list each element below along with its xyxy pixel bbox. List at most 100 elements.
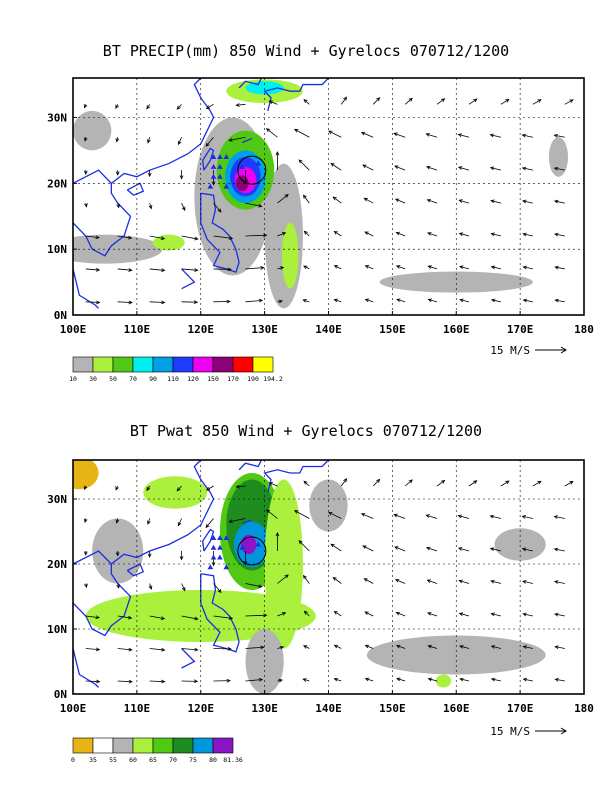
- wind-vector-head: [490, 579, 495, 584]
- wind-vector: [394, 546, 406, 552]
- wind-vector: [277, 612, 286, 617]
- x-tick-label: 170E: [507, 323, 534, 336]
- wind-vector-head: [521, 547, 527, 552]
- wind-vector: [245, 299, 263, 303]
- wind-vector: [522, 580, 533, 584]
- wind-vector-head: [333, 677, 338, 682]
- colorbar-swatch: [72, 356, 94, 373]
- wind-vector-head: [128, 647, 133, 652]
- wind-vector: [245, 202, 262, 207]
- wind-vector-head: [83, 518, 88, 524]
- wind-vector-head: [260, 645, 265, 650]
- wind-vector-head: [395, 611, 400, 616]
- x-tick-label: 120E: [188, 323, 215, 336]
- gyreloc-marker: [255, 541, 262, 547]
- wind-vector: [522, 548, 533, 552]
- wind-vector-head: [161, 268, 166, 273]
- wind-vector: [332, 196, 342, 204]
- wind-vector: [361, 513, 374, 519]
- wind-vector: [298, 159, 310, 171]
- wind-vector: [364, 197, 374, 204]
- wind-vector: [334, 231, 342, 237]
- wind-vector: [266, 128, 278, 138]
- map-area: [73, 78, 584, 315]
- colorbar-swatch: [192, 737, 214, 754]
- wind-vector-head: [490, 612, 495, 617]
- wind-vector: [206, 485, 214, 491]
- wind-vector: [340, 478, 347, 487]
- wind-vector-head: [364, 231, 369, 235]
- wind-vector: [149, 648, 165, 651]
- wind-vector-head: [395, 644, 401, 649]
- wind-vector: [229, 518, 246, 523]
- wind-vector-head: [333, 265, 339, 269]
- wind-vector-head: [457, 547, 463, 551]
- wind-vector: [277, 266, 284, 270]
- wind-vector-head: [298, 540, 303, 545]
- x-tick-label: 180: [574, 702, 594, 715]
- wind-vector: [459, 266, 470, 270]
- wind-vector-head: [303, 610, 308, 615]
- wind-vector-head: [490, 645, 496, 649]
- wind-vector-head: [458, 232, 464, 236]
- x-tick-label: 110E: [124, 702, 151, 715]
- y-tick-label: 20N: [47, 558, 67, 571]
- wind-vector-head: [490, 298, 496, 303]
- wind-vector-head: [302, 299, 307, 303]
- x-tick-label: 110E: [124, 323, 151, 336]
- wind-vector-head: [303, 265, 308, 270]
- wind-vector-head: [128, 268, 133, 272]
- gyre-circle: [237, 155, 267, 185]
- wind-vector: [532, 480, 542, 487]
- wind-vector-head: [490, 232, 495, 237]
- colorbar-swatch: [112, 356, 134, 373]
- wind-vector: [229, 136, 246, 141]
- wind-vector: [554, 200, 565, 204]
- ref-vector-head: [560, 727, 567, 735]
- wind-vector-head: [363, 197, 368, 202]
- colorbar-swatch: [132, 737, 154, 754]
- wind-vector: [554, 233, 565, 237]
- gyreloc-marker: [239, 163, 246, 169]
- wind-vector: [426, 514, 438, 519]
- wind-vector-head: [95, 615, 100, 620]
- wind-vector-head: [522, 298, 528, 303]
- wind-vector: [85, 268, 100, 271]
- coastline: [238, 460, 263, 471]
- colorbar-label: 50: [109, 375, 117, 383]
- wind-vector: [147, 137, 151, 143]
- wind-vector: [364, 578, 374, 584]
- wind-vector-head: [263, 233, 268, 238]
- wind-vector: [245, 614, 267, 617]
- wind-vector-head: [227, 267, 232, 272]
- wind-vector-head: [194, 268, 199, 272]
- wind-vector: [85, 301, 100, 303]
- wind-vector: [269, 100, 278, 105]
- wind-vector: [147, 518, 151, 525]
- wind-vector: [426, 547, 438, 552]
- gyreloc-marker: [239, 544, 246, 550]
- wind-vector: [206, 103, 214, 109]
- x-tick-label: 150E: [379, 323, 406, 336]
- wind-vector: [303, 575, 310, 584]
- wind-vector-head: [293, 128, 299, 133]
- wind-vector: [564, 481, 574, 487]
- wind-vector-head: [115, 104, 119, 109]
- wind-vector-head: [96, 300, 101, 305]
- wind-vector-head: [160, 616, 166, 620]
- wind-vector: [404, 479, 413, 487]
- gyreloc-marker: [217, 544, 223, 550]
- wind-vector-head: [554, 298, 559, 303]
- wind-vector-head: [363, 578, 368, 582]
- wind-vector: [178, 137, 182, 145]
- colorbar-swatch: [212, 356, 234, 373]
- wind-vector: [277, 646, 284, 649]
- wind-vector: [303, 645, 310, 649]
- wind-vector: [490, 134, 502, 138]
- wind-vector: [523, 678, 533, 682]
- wind-vector-head: [227, 647, 232, 651]
- wind-vector: [491, 233, 502, 237]
- wind-vector-head: [364, 644, 370, 649]
- colorbar-swatch: [112, 737, 134, 754]
- wind-vector: [459, 645, 470, 649]
